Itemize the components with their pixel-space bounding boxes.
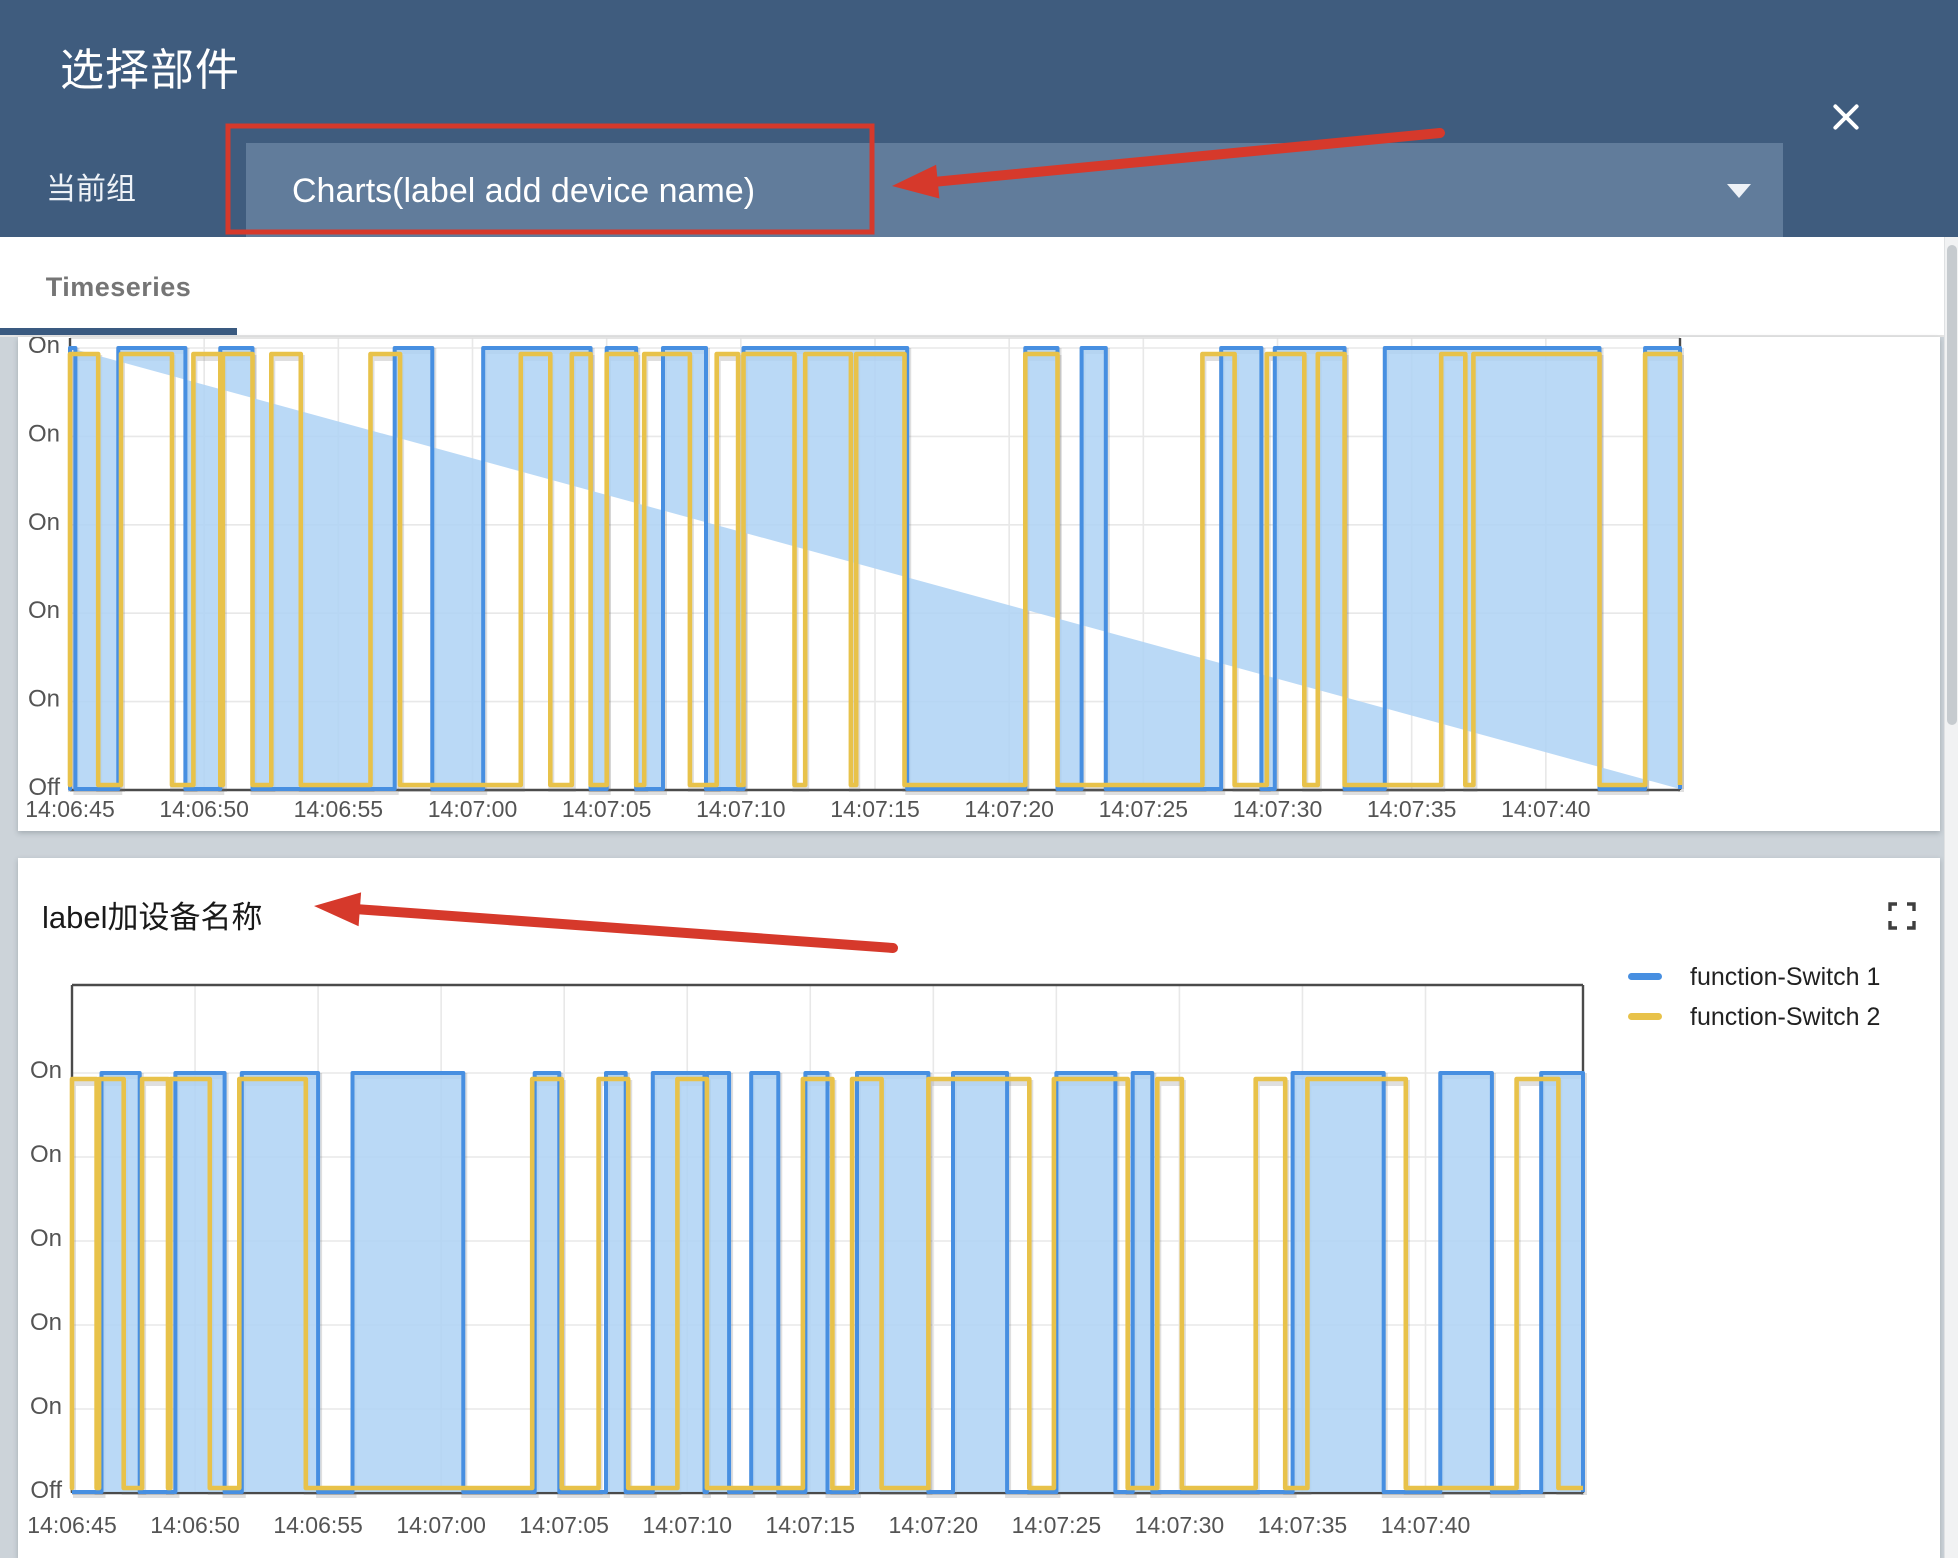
legend-swatch-icon: [1628, 973, 1662, 980]
y-tick-label: On: [30, 1225, 62, 1252]
x-tick-label: 14:07:00: [396, 1512, 486, 1538]
x-tick-label: 14:07:30: [1233, 796, 1323, 822]
x-tick-label: 14:07:10: [696, 796, 786, 822]
tab-bar: Timeseries: [0, 237, 1958, 337]
y-tick-label: On: [28, 509, 60, 536]
y-tick-label: On: [28, 597, 60, 624]
x-tick-label: 14:07:10: [642, 1512, 732, 1538]
x-tick-label: 14:07:20: [964, 796, 1054, 822]
dialog-title: 选择部件: [60, 46, 240, 95]
series-switch1-fill: [70, 348, 1680, 789]
x-tick-label: 14:07:15: [766, 1512, 856, 1538]
series-switch1-line: [72, 1071, 1585, 1494]
x-tick-label: 14:07:00: [428, 796, 518, 822]
y-tick-label: On: [28, 337, 60, 359]
legend-label: function-Switch 2: [1690, 1003, 1881, 1031]
widget-preview-card-1[interactable]: On On On On On Off 14:06:45 14:06:50 14:06:55 14:…: [18, 337, 1940, 831]
widget-title: label加设备名称: [42, 900, 263, 935]
legend-label: function-Switch 1: [1690, 963, 1881, 991]
x-tick-label: 14:06:55: [273, 1512, 363, 1538]
tab-timeseries[interactable]: Timeseries: [0, 237, 237, 335]
x-tick-label: 14:07:15: [830, 796, 920, 822]
y-tick-label: On: [30, 1393, 62, 1420]
chevron-down-icon: [1727, 184, 1751, 198]
series-switch2-line: [69, 1076, 1583, 1491]
x-tick-label: 14:06:55: [294, 796, 384, 822]
x-tick-label: 14:07:40: [1381, 1512, 1471, 1538]
current-group-label: 当前组: [46, 173, 136, 206]
tab-timeseries-label: Timeseries: [45, 272, 192, 302]
series-switch2-line: [67, 351, 1683, 788]
x-tick-label: 14:07:05: [519, 1512, 609, 1538]
dialog-header: 选择部件 当前组 Charts(label add device name): [0, 0, 1958, 239]
x-tick-label: 14:06:50: [150, 1512, 240, 1538]
y-tick-label: On: [28, 686, 60, 713]
fullscreen-icon: [1888, 902, 1916, 930]
y-tick-label: On: [30, 1141, 62, 1168]
x-tick-label: 14:06:45: [27, 1512, 117, 1538]
timeseries-chart-2: On On On On On Off 14:06:45 14:06:50 14:06:55 14:…: [27, 983, 1587, 1538]
y-tick-label: Off: [30, 1477, 62, 1504]
y-tick-label: On: [28, 420, 60, 447]
fullscreen-button[interactable]: [1884, 898, 1920, 934]
tab-active-indicator: [0, 328, 237, 335]
widget-group-select[interactable]: Charts(label add device name): [246, 143, 1783, 239]
y-tick-label: On: [30, 1309, 62, 1336]
scrollbar-thumb[interactable]: [1947, 245, 1957, 725]
y-tick-label: Off: [28, 774, 60, 801]
x-tick-label: 14:07:25: [1099, 796, 1189, 822]
x-tick-label: 14:07:35: [1258, 1512, 1348, 1538]
vertical-scrollbar[interactable]: [1944, 237, 1958, 1558]
x-tick-label: 14:07:25: [1012, 1512, 1102, 1538]
x-tick-label: 14:06:50: [159, 796, 249, 822]
x-tick-label: 14:07:20: [889, 1512, 979, 1538]
x-tick-label: 14:07:40: [1501, 796, 1591, 822]
x-tick-label: 14:07:30: [1135, 1512, 1225, 1538]
x-tick-label: 14:07:35: [1367, 796, 1457, 822]
x-tick-label: 14:06:45: [25, 796, 115, 822]
x-tick-label: 14:07:05: [562, 796, 652, 822]
close-button[interactable]: [1822, 93, 1870, 141]
widget-group-select-value: Charts(label add device name): [292, 172, 756, 210]
widget-preview-card-2[interactable]: label加设备名称 function-Switch 1 function-Swi…: [18, 858, 1940, 1558]
legend-swatch-icon: [1628, 1013, 1662, 1020]
y-tick-label: On: [30, 1057, 62, 1084]
